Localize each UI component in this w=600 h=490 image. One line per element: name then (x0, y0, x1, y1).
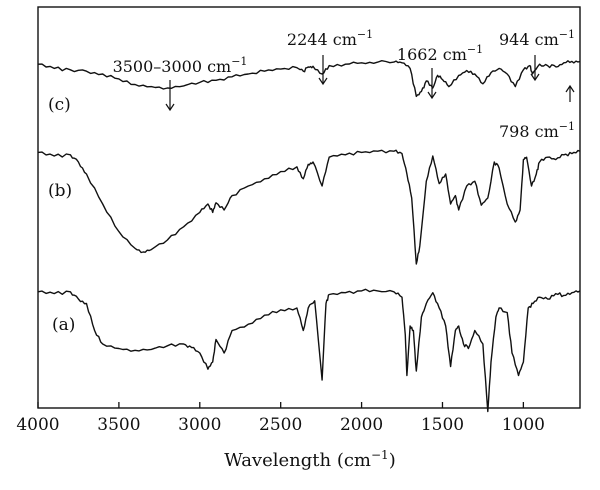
annotation-label: 2244 cm−1 (287, 28, 373, 49)
annotation-arrowhead (165, 103, 175, 112)
x-axis-label: Wavelength (cm−1) (224, 448, 395, 471)
annotation-label: 3500–3000 cm−1 (113, 55, 248, 76)
annotation-label: 798 cm−1 (499, 120, 575, 141)
series-labels: (c) (b) (a) (48, 95, 75, 335)
x-tick-label-1500: 1500 (421, 415, 464, 435)
annotation-arrowhead (565, 84, 575, 93)
annotation-arrowhead (427, 91, 437, 100)
series-label-a: (a) (52, 315, 75, 335)
annotation-label: 1662 cm−1 (397, 43, 483, 64)
series-line-b (37, 149, 581, 265)
spectra-curves (37, 60, 581, 413)
x-tick-label-2000: 2000 (340, 415, 383, 435)
x-tick-label-2500: 2500 (259, 415, 302, 435)
peak-annotations: 3500–3000 cm−1 2244 cm−1 1662 cm−1 944 cm−1… (113, 28, 575, 141)
x-tick-label-3000: 3000 (178, 415, 221, 435)
annotation-arrowhead (318, 77, 328, 86)
annotation-arrowhead (530, 73, 540, 82)
series-label-b: (b) (48, 181, 72, 201)
plot-frame (37, 6, 581, 409)
x-tick-label-4000: 4000 (16, 415, 59, 435)
x-tick-label-3500: 3500 (97, 415, 140, 435)
x-ticks (37, 402, 525, 408)
x-tick-labels: 4000 3500 3000 2500 2000 1500 1000 (16, 415, 545, 435)
series-line-c (37, 60, 581, 98)
series-line-a (37, 288, 581, 413)
x-tick-label-1000: 1000 (502, 415, 545, 435)
annotation-label: 944 cm−1 (499, 28, 575, 49)
series-label-c: (c) (48, 95, 71, 115)
